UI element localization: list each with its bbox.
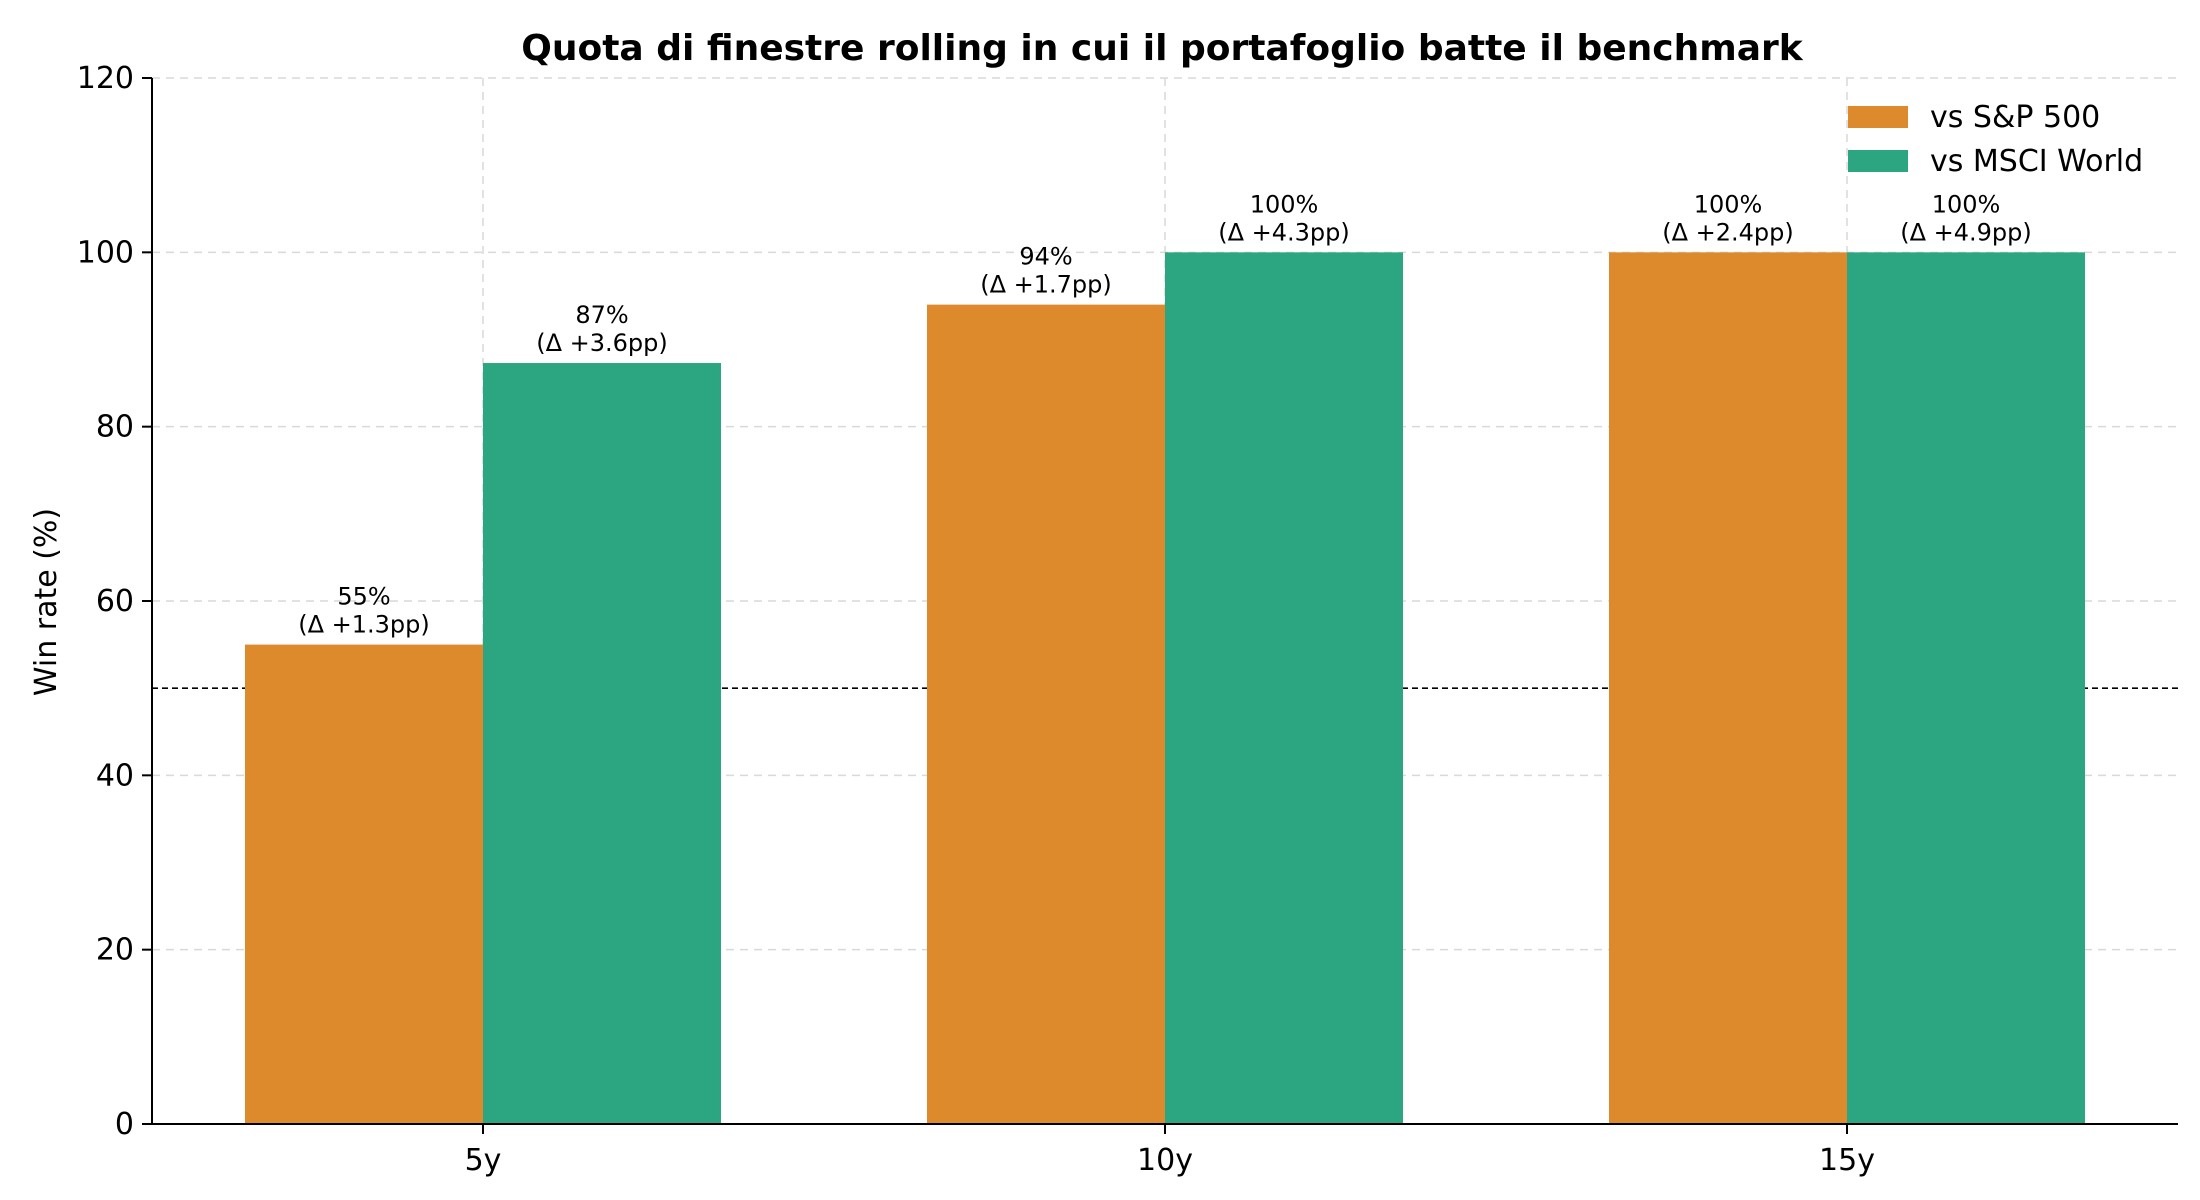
legend-swatch (1848, 106, 1908, 128)
bars (245, 252, 2085, 1125)
data-label: 100% (1932, 190, 2001, 218)
y-tick-label: 40 (96, 758, 134, 793)
data-label: 100% (1694, 190, 1763, 218)
y-axis-label: Win rate (%) (29, 508, 64, 696)
bar (245, 644, 483, 1124)
data-label: (Δ +3.6pp) (536, 329, 668, 357)
data-label: 94% (1019, 243, 1072, 271)
data-label: 87% (575, 301, 628, 329)
y-tick-label: 80 (96, 410, 134, 445)
data-labels: (Δ +1.3pp)55%(Δ +1.7pp)94%(Δ +2.4pp)100%… (298, 190, 2032, 638)
data-label: 55% (337, 583, 390, 611)
y-tick-label: 20 (96, 933, 134, 968)
y-tick-label: 0 (115, 1107, 134, 1142)
data-label: (Δ +4.9pp) (1900, 218, 2032, 246)
chart-title: Quota di finestre rolling in cui il port… (521, 28, 1804, 69)
x-tick-label: 10y (1137, 1143, 1193, 1178)
legend-label: vs MSCI World (1930, 144, 2143, 179)
legend-label: vs S&P 500 (1930, 100, 2100, 135)
legend: vs S&P 500 vs MSCI World (1848, 100, 2143, 179)
bar (1165, 252, 1403, 1125)
bar (927, 304, 1165, 1125)
bar (1847, 252, 2085, 1125)
axes: 0 20 40 60 80 100 120 5y 10y 15y (77, 61, 2178, 1178)
x-tick-label: 15y (1819, 1143, 1875, 1178)
data-label: (Δ +2.4pp) (1662, 218, 1794, 246)
y-tick-label: 100 (77, 235, 134, 270)
bar (483, 363, 721, 1124)
data-label: (Δ +4.3pp) (1218, 218, 1350, 246)
y-tick-label: 120 (77, 61, 134, 96)
legend-swatch (1848, 150, 1908, 172)
data-label: (Δ +1.3pp) (298, 611, 430, 639)
data-label: 100% (1250, 190, 1319, 218)
y-tick-label: 60 (96, 584, 134, 619)
x-tick-label: 5y (465, 1143, 502, 1178)
data-label: (Δ +1.7pp) (980, 271, 1112, 299)
bar (1609, 252, 1847, 1125)
